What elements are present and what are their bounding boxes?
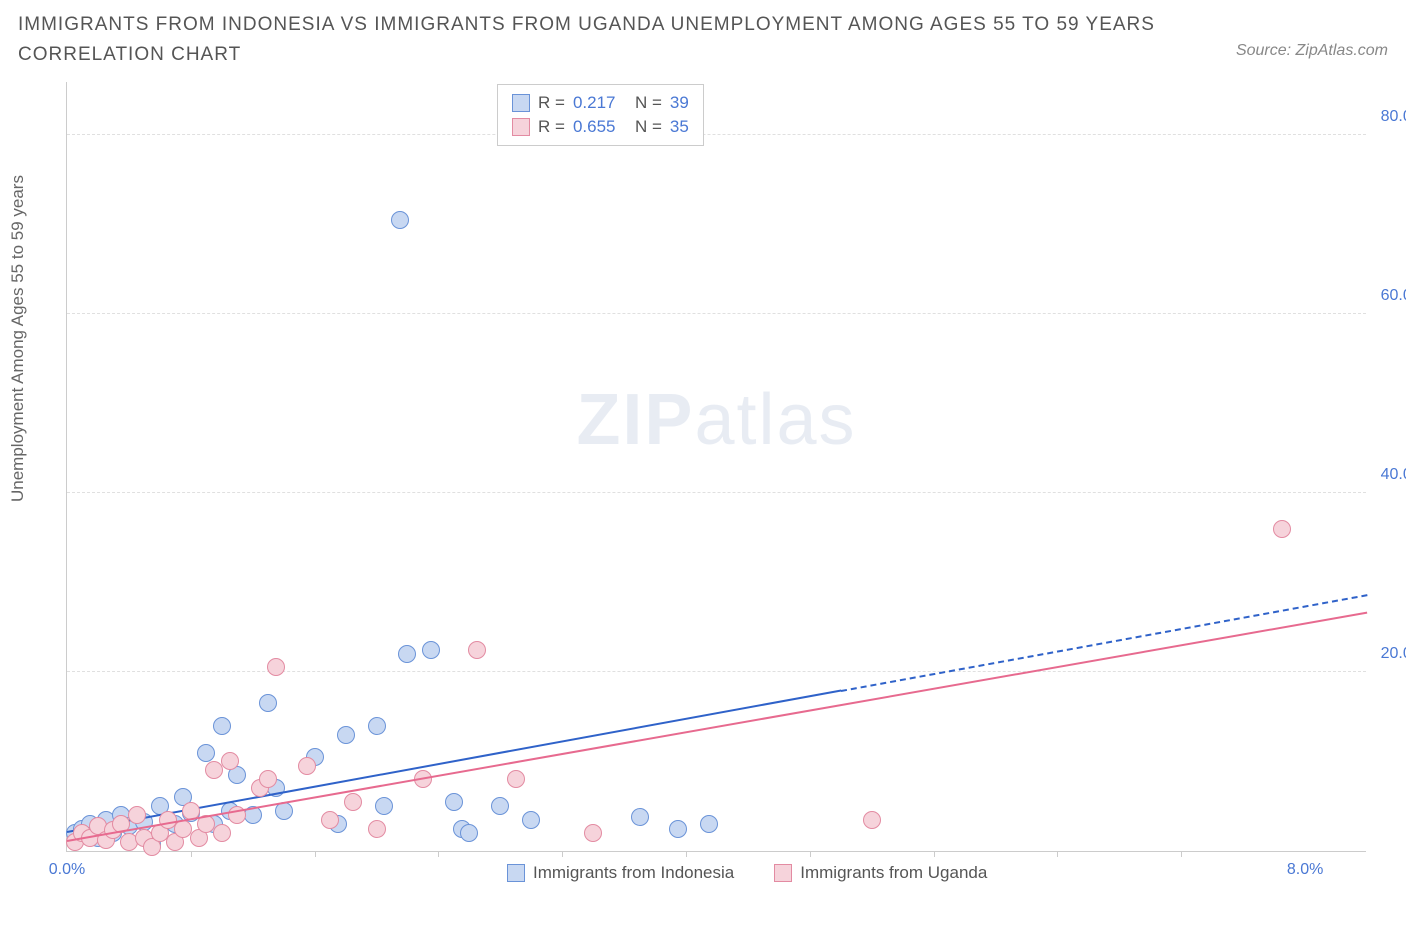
watermark: ZIPatlas bbox=[576, 379, 856, 461]
legend-n-label: N = bbox=[635, 93, 662, 113]
x-minor-tick bbox=[315, 851, 316, 857]
data-point bbox=[584, 824, 602, 842]
data-point bbox=[445, 793, 463, 811]
legend-series-name: Immigrants from Uganda bbox=[800, 863, 987, 883]
data-point bbox=[669, 820, 687, 838]
data-point bbox=[197, 744, 215, 762]
data-point bbox=[507, 770, 525, 788]
legend-r-label: R = bbox=[538, 117, 565, 137]
data-point bbox=[259, 770, 277, 788]
x-minor-tick bbox=[810, 851, 811, 857]
y-axis-title: Unemployment Among Ages 55 to 59 years bbox=[8, 175, 28, 502]
data-point bbox=[213, 717, 231, 735]
data-point bbox=[491, 797, 509, 815]
legend-series-name: Immigrants from Indonesia bbox=[533, 863, 734, 883]
data-point bbox=[344, 793, 362, 811]
chart-title: IMMIGRANTS FROM INDONESIA VS IMMIGRANTS … bbox=[18, 10, 1168, 71]
data-point bbox=[267, 658, 285, 676]
gridline bbox=[67, 492, 1366, 493]
x-minor-tick bbox=[686, 851, 687, 857]
trend-line bbox=[67, 612, 1367, 842]
x-minor-tick bbox=[438, 851, 439, 857]
legend-r-value: 0.217 bbox=[573, 93, 627, 113]
legend-n-value: 39 bbox=[670, 93, 689, 113]
legend-n-label: N = bbox=[635, 117, 662, 137]
x-minor-tick bbox=[1181, 851, 1182, 857]
y-tick-label: 80.0% bbox=[1381, 108, 1406, 126]
data-point bbox=[368, 717, 386, 735]
data-point bbox=[368, 820, 386, 838]
data-point bbox=[468, 641, 486, 659]
legend-swatch bbox=[507, 864, 525, 882]
data-point bbox=[259, 694, 277, 712]
x-minor-tick bbox=[1057, 851, 1058, 857]
source-label: Source: ZipAtlas.com bbox=[1236, 42, 1388, 60]
data-point bbox=[213, 824, 231, 842]
data-point bbox=[375, 797, 393, 815]
series-legend: Immigrants from Indonesia Immigrants from… bbox=[507, 863, 987, 883]
legend-swatch bbox=[774, 864, 792, 882]
gridline bbox=[67, 313, 1366, 314]
chart-area: Unemployment Among Ages 55 to 59 years Z… bbox=[18, 82, 1388, 912]
legend-r-label: R = bbox=[538, 93, 565, 113]
data-point bbox=[631, 808, 649, 826]
legend-row: R = 0.217 N = 39 bbox=[512, 91, 689, 115]
correlation-legend: R = 0.217 N = 39 R = 0.655 N = 35 bbox=[497, 84, 704, 146]
data-point bbox=[337, 726, 355, 744]
data-point bbox=[522, 811, 540, 829]
y-tick-label: 60.0% bbox=[1381, 287, 1406, 305]
x-minor-tick bbox=[191, 851, 192, 857]
data-point bbox=[298, 757, 316, 775]
x-minor-tick bbox=[562, 851, 563, 857]
gridline bbox=[67, 671, 1366, 672]
gridline bbox=[67, 134, 1366, 135]
legend-item: Immigrants from Uganda bbox=[774, 863, 987, 883]
data-point bbox=[422, 641, 440, 659]
data-point bbox=[700, 815, 718, 833]
data-point bbox=[863, 811, 881, 829]
legend-item: Immigrants from Indonesia bbox=[507, 863, 734, 883]
legend-n-value: 35 bbox=[670, 117, 689, 137]
data-point bbox=[391, 211, 409, 229]
x-tick-label: 8.0% bbox=[1287, 861, 1323, 879]
y-tick-label: 20.0% bbox=[1381, 645, 1406, 663]
x-tick-label: 0.0% bbox=[49, 861, 85, 879]
legend-r-value: 0.655 bbox=[573, 117, 627, 137]
trend-line-dashed bbox=[841, 594, 1368, 692]
data-point bbox=[221, 752, 239, 770]
scatter-plot: ZIPatlas R =0.217N =39R =0.655N =35 Immi… bbox=[66, 82, 1366, 852]
legend-swatch bbox=[512, 94, 530, 112]
data-point bbox=[321, 811, 339, 829]
data-point bbox=[1273, 520, 1291, 538]
data-point bbox=[128, 806, 146, 824]
legend-swatch bbox=[512, 118, 530, 136]
y-tick-label: 40.0% bbox=[1381, 466, 1406, 484]
data-point bbox=[460, 824, 478, 842]
legend-row: R = 0.655 N = 35 bbox=[512, 115, 689, 139]
x-minor-tick bbox=[934, 851, 935, 857]
data-point bbox=[398, 645, 416, 663]
